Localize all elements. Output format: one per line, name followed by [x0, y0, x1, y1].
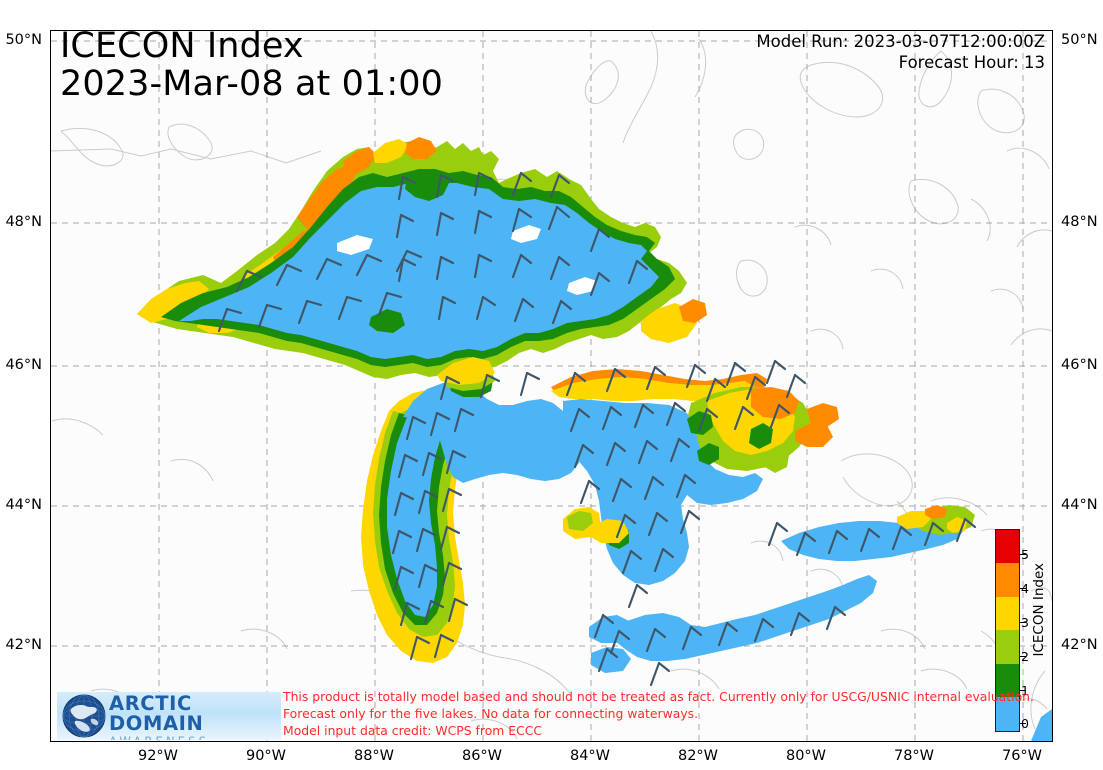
- lon-tick-84w: 84°W: [569, 748, 611, 764]
- superior-ice-orange-n3: [405, 137, 437, 159]
- superior-island-2: [511, 225, 541, 243]
- title-line-2: 2023-Mar-08 at 01:00: [60, 63, 443, 104]
- superior-ice-orange-n1: [343, 147, 377, 175]
- globe-icon: [62, 694, 106, 738]
- lon-tick-86w: 86°W: [461, 748, 503, 764]
- huron-east-green: [749, 423, 773, 449]
- lat-tick-left-44n: 44°N: [5, 497, 42, 513]
- lat-tick-left-48n: 48°N: [5, 214, 42, 230]
- huron-green-patch2: [697, 443, 719, 465]
- lat-tick-right-50n: 50°N: [1061, 32, 1098, 48]
- map-plot-area: [50, 30, 1053, 742]
- disclaimer-line-2: Forecast only for the five lakes. No dat…: [283, 706, 699, 722]
- lat-tick-left-50n: 50°N: [5, 32, 42, 48]
- lat-tick-right-42n: 42°N: [1061, 637, 1098, 653]
- wind-barbs: [217, 171, 977, 687]
- colorbar-band-0: [996, 697, 1019, 731]
- colorbar-band-5: [996, 530, 1019, 564]
- ontario-open-water: [781, 519, 965, 561]
- superior-ice-orange-keweenaw: [297, 165, 355, 229]
- colorbar-band-4: [996, 563, 1019, 597]
- map-svg: [51, 31, 1052, 741]
- lat-tick-right-44n: 44°N: [1061, 497, 1098, 513]
- saginaw-bay-ice: [591, 519, 629, 543]
- adac-logo: ARCTIC DOMAIN AWARENESS CENTER A DEPARTM…: [57, 692, 281, 740]
- forecast-hour-text: Forecast Hour: 13: [898, 52, 1045, 72]
- michigan-open-water-north: [403, 383, 581, 483]
- huron-green-patch: [687, 411, 713, 435]
- logo-text-block: ARCTIC DOMAIN AWARENESS CENTER A DEPARTM…: [109, 692, 279, 740]
- colorbar-band-3: [996, 596, 1019, 631]
- colorbar-tick-2: 2: [1021, 649, 1029, 664]
- disclaimer-text: This product is totally model based and …: [283, 688, 1034, 739]
- lon-tick-76w: 76°W: [1001, 748, 1043, 764]
- colorbar-tickmark-2: [1020, 656, 1026, 657]
- logo-line-1: ARCTIC DOMAIN: [109, 692, 204, 736]
- lon-tick-78w: 78°W: [893, 748, 935, 764]
- lon-tick-80w: 80°W: [785, 748, 827, 764]
- superior-ice-yellow-west: [137, 281, 209, 323]
- colorbar: [995, 529, 1020, 732]
- lake-ontario: [781, 505, 975, 561]
- colorbar-tick-0: 0: [1021, 716, 1029, 731]
- colorbar-tick-1: 1: [1021, 683, 1029, 698]
- ontario-ice-4: [925, 505, 947, 519]
- colorbar-tickmark-5: [1020, 554, 1026, 555]
- colorbar-tickmark-1: [1020, 690, 1026, 691]
- colorbar-axis-label: ICECON Index: [1031, 563, 1047, 657]
- lake-superior: [137, 137, 707, 379]
- isle-royale: [337, 235, 373, 255]
- corner-water-st-lawrence: [1031, 709, 1052, 741]
- superior-open-water: [179, 181, 659, 359]
- logo-line-2: AWARENESS CENTER: [109, 734, 279, 740]
- ontario-ice-3: [897, 511, 931, 529]
- lat-tick-left-46n: 46°N: [5, 357, 42, 373]
- model-run-text: Model Run: 2023-03-07T12:00:00Z: [756, 32, 1045, 51]
- colorbar-tick-5: 5: [1021, 547, 1029, 562]
- title-line-1: ICECON Index: [60, 26, 304, 66]
- michigan-green-bay-ice3: [437, 357, 495, 385]
- colorbar-tick-3: 3: [1021, 615, 1029, 630]
- lon-tick-82w: 82°W: [677, 748, 719, 764]
- colorbar-tickmark-3: [1020, 622, 1026, 623]
- north-channel-ice-3: [551, 377, 755, 401]
- michigan-bay-ice-east2: [567, 511, 593, 531]
- disclaimer-line-3: Model input data credit: WCPS from ECCC: [283, 723, 543, 739]
- page-title: ICECON Index 2023-Mar-08 at 01:00: [60, 26, 443, 104]
- superior-ice-yellow-n2: [373, 139, 409, 163]
- model-run-info: Model Run: 2023-03-07T12:00:00Z Forecast…: [756, 32, 1045, 73]
- disclaimer-line-1: This product is totally model based and …: [283, 689, 1034, 704]
- lon-tick-88w: 88°W: [353, 748, 395, 764]
- colorbar-tickmark-0: [1020, 723, 1026, 724]
- lon-tick-90w: 90°W: [245, 748, 287, 764]
- lon-tick-92w: 92°W: [137, 748, 179, 764]
- georgian-bay-ice-4b: [795, 423, 833, 447]
- erie-west-basin: [589, 615, 629, 643]
- lat-tick-right-46n: 46°N: [1061, 357, 1098, 373]
- colorbar-band-2: [996, 630, 1019, 664]
- lat-tick-left-42n: 42°N: [5, 637, 42, 653]
- colorbar-band-1: [996, 663, 1019, 698]
- lat-tick-right-48n: 48°N: [1061, 214, 1098, 230]
- superior-ice-orange-e: [679, 299, 707, 323]
- superior-island-3: [567, 277, 597, 295]
- colorbar-tickmark-4: [1020, 588, 1026, 589]
- huron-east-ice2: [765, 449, 789, 473]
- colorbar-tick-4: 4: [1021, 581, 1029, 596]
- erie-open-water: [611, 575, 877, 661]
- georgian-bay-ice-4c: [807, 403, 839, 427]
